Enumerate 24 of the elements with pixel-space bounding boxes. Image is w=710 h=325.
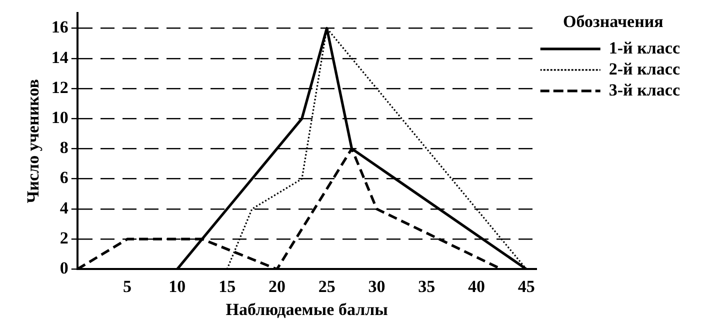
- x-tick-label: 35: [418, 276, 436, 296]
- y-tick-label: 6: [60, 168, 68, 188]
- y-tick-label: 0: [60, 258, 68, 278]
- x-tick-label: 15: [218, 276, 236, 296]
- x-tick-label: 20: [268, 276, 286, 296]
- y-tick-label: 16: [51, 18, 68, 37]
- y-tick-label: 2: [60, 228, 68, 248]
- x-tick-label: 5: [123, 276, 132, 296]
- x-tick-label: 45: [518, 276, 535, 296]
- legend-label: 3-й класс: [608, 80, 680, 100]
- y-tick-label: 8: [60, 138, 68, 158]
- x-tick-label: 25: [318, 276, 336, 296]
- x-axis-title: Наблюдаемые баллы: [226, 300, 388, 320]
- y-tick-label: 12: [51, 78, 68, 97]
- legend-label: 2-й класс: [608, 59, 680, 78]
- y-axis-title: Число учеников: [24, 79, 43, 204]
- legend-title: Обозначения: [563, 12, 664, 31]
- x-tick-label: 40: [468, 276, 486, 296]
- x-tick-label: 30: [368, 276, 386, 296]
- y-tick-label: 4: [60, 198, 69, 218]
- x-tick-label: 10: [168, 276, 186, 296]
- y-tick-label: 14: [51, 48, 69, 67]
- y-tick-label: 10: [51, 108, 68, 127]
- legend-label: 1-й класс: [608, 38, 680, 58]
